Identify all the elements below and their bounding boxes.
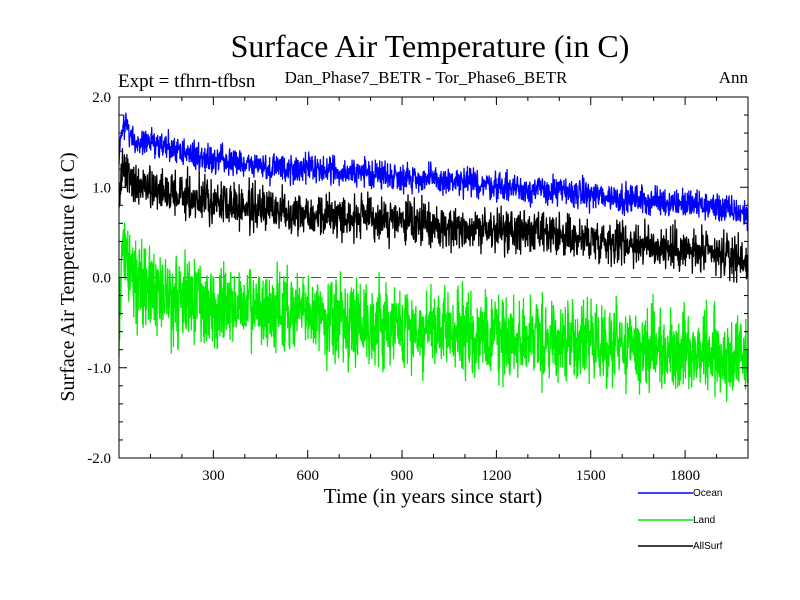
y-tick-label: 1.0: [92, 180, 111, 196]
series-line-ocean: [118, 112, 749, 232]
series-line-land: [118, 222, 749, 403]
legend-allsurf-label: AllSurf: [693, 541, 723, 552]
chart-title: Surface Air Temperature (in C): [231, 28, 630, 64]
y-tick-label: -1.0: [87, 361, 111, 377]
comparison-label: Dan_Phase7_BETR - Tor_Phase6_BETR: [285, 68, 568, 87]
y-tick-label: 0.0: [92, 271, 111, 287]
series-line-allsurf: [118, 148, 749, 283]
y-tick-label: -2.0: [87, 451, 111, 467]
y-tick-label: 2.0: [92, 90, 111, 106]
x-tick-label: 1200: [481, 468, 511, 484]
plot-area: [118, 112, 749, 403]
experiment-label: Expt = tfhrn-tfbsn: [118, 71, 256, 92]
x-tick-label: 1500: [576, 468, 606, 484]
legend-land-label: Land: [693, 515, 715, 526]
period-label: Ann: [719, 68, 749, 87]
x-tick-label: 300: [202, 468, 225, 484]
y-axis-label: Surface Air Temperature (in C): [57, 152, 79, 401]
legend: Ocean Land AllSurf: [638, 488, 723, 552]
x-tick-label: 1800: [670, 468, 700, 484]
legend-ocean-label: Ocean: [693, 488, 722, 499]
axes: 300 600 900 1200 1500 1800 2.0 1.0 0.0 -1.0 -2.0: [87, 90, 748, 484]
x-tick-label: 900: [391, 468, 414, 484]
x-axis-label: Time (in years since start): [324, 484, 543, 508]
x-tick-label: 600: [296, 468, 319, 484]
